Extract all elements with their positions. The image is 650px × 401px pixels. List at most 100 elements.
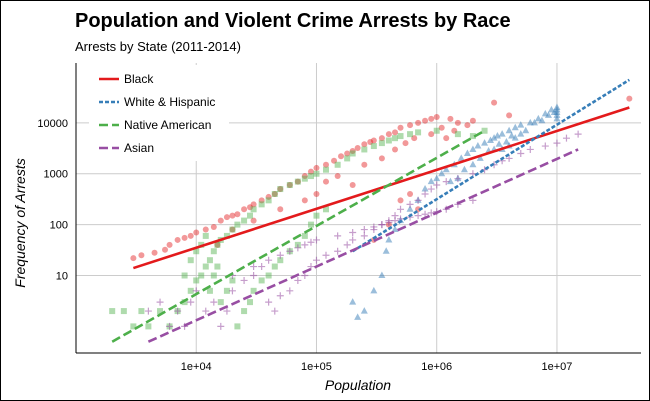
data-point bbox=[428, 115, 435, 122]
data-point bbox=[265, 272, 272, 279]
data-point bbox=[517, 130, 525, 137]
data-point bbox=[202, 263, 209, 270]
data-point bbox=[433, 181, 441, 189]
data-point bbox=[217, 322, 225, 330]
data-point bbox=[301, 175, 308, 182]
data-point bbox=[334, 161, 341, 168]
tick-labels: 1e+04 1e+05 1e+06 1e+07 10 100 1000 10000 bbox=[37, 118, 572, 373]
data-point bbox=[313, 212, 320, 219]
data-point bbox=[354, 313, 362, 320]
data-point bbox=[397, 197, 404, 204]
data-point bbox=[402, 140, 409, 147]
data-point bbox=[447, 115, 454, 122]
data-point bbox=[307, 238, 315, 246]
data-point bbox=[407, 122, 414, 129]
data-point bbox=[312, 236, 320, 244]
data-point bbox=[250, 201, 257, 208]
data-point bbox=[391, 217, 399, 225]
data-point bbox=[370, 137, 377, 144]
data-point bbox=[343, 241, 351, 249]
data-point bbox=[250, 287, 257, 294]
data-point bbox=[411, 135, 418, 142]
data-point bbox=[265, 193, 272, 200]
data-point bbox=[294, 178, 301, 185]
data-point bbox=[214, 241, 221, 248]
data-point bbox=[229, 226, 236, 233]
data-point bbox=[349, 298, 357, 305]
data-point bbox=[265, 298, 273, 306]
data-point bbox=[354, 145, 361, 152]
data-point bbox=[553, 114, 561, 122]
data-point bbox=[210, 298, 218, 306]
data-point bbox=[370, 286, 378, 294]
data-point bbox=[247, 204, 254, 211]
data-point bbox=[277, 186, 284, 193]
data-point bbox=[294, 244, 302, 252]
data-point bbox=[562, 134, 570, 142]
chart-title: Population and Violent Crime Arrests by … bbox=[75, 10, 511, 32]
data-point bbox=[406, 205, 414, 212]
trend-line bbox=[111, 129, 486, 343]
data-point bbox=[322, 166, 329, 173]
data-point bbox=[457, 154, 465, 161]
data-point bbox=[361, 141, 368, 148]
data-point bbox=[229, 226, 236, 233]
y-tick-label: 1000 bbox=[44, 169, 68, 181]
data-point bbox=[498, 130, 506, 137]
data-point bbox=[511, 123, 519, 131]
data-point bbox=[187, 287, 194, 294]
data-point bbox=[258, 201, 265, 208]
data-point bbox=[502, 138, 510, 145]
data-point bbox=[193, 229, 200, 236]
data-point bbox=[454, 175, 462, 183]
data-point bbox=[276, 251, 284, 259]
data-point bbox=[454, 119, 461, 126]
data-point bbox=[247, 299, 254, 306]
data-point bbox=[322, 161, 329, 168]
data-point bbox=[382, 247, 390, 254]
data-point bbox=[322, 206, 329, 213]
data-point bbox=[378, 140, 385, 147]
x-tick-label: 1e+04 bbox=[181, 361, 212, 373]
data-point bbox=[258, 277, 265, 284]
data-point bbox=[174, 307, 182, 315]
data-point bbox=[443, 135, 450, 142]
data-point bbox=[277, 186, 284, 193]
data-point bbox=[361, 161, 368, 168]
data-point bbox=[349, 236, 357, 244]
data-point bbox=[534, 114, 542, 122]
data-point bbox=[414, 212, 422, 220]
data-point bbox=[378, 271, 386, 279]
data-point bbox=[217, 299, 224, 306]
data-point bbox=[187, 298, 195, 306]
data-point bbox=[241, 308, 248, 315]
data-point bbox=[349, 150, 356, 157]
data-point bbox=[522, 126, 530, 134]
data-point bbox=[187, 232, 194, 239]
data-point bbox=[505, 126, 513, 134]
data-point bbox=[313, 170, 320, 177]
data-point bbox=[433, 174, 441, 182]
data-point bbox=[427, 185, 435, 193]
data-point bbox=[187, 257, 194, 264]
axes bbox=[75, 63, 641, 354]
legend-label: Black bbox=[124, 72, 154, 86]
data-point bbox=[334, 173, 341, 180]
data-point bbox=[265, 197, 272, 204]
data-point bbox=[526, 145, 534, 153]
data-point bbox=[360, 307, 368, 314]
data-point bbox=[214, 263, 221, 270]
data-point bbox=[258, 263, 266, 271]
data-point bbox=[442, 165, 450, 173]
data-point bbox=[271, 263, 278, 270]
data-point bbox=[223, 232, 230, 239]
data-point bbox=[331, 157, 338, 164]
data-point bbox=[271, 190, 278, 197]
data-point bbox=[198, 272, 205, 279]
data-point bbox=[553, 139, 561, 147]
data-point bbox=[109, 308, 116, 315]
data-point bbox=[210, 223, 217, 230]
data-point bbox=[344, 155, 351, 162]
data-point bbox=[574, 130, 582, 138]
data-point bbox=[446, 177, 454, 185]
